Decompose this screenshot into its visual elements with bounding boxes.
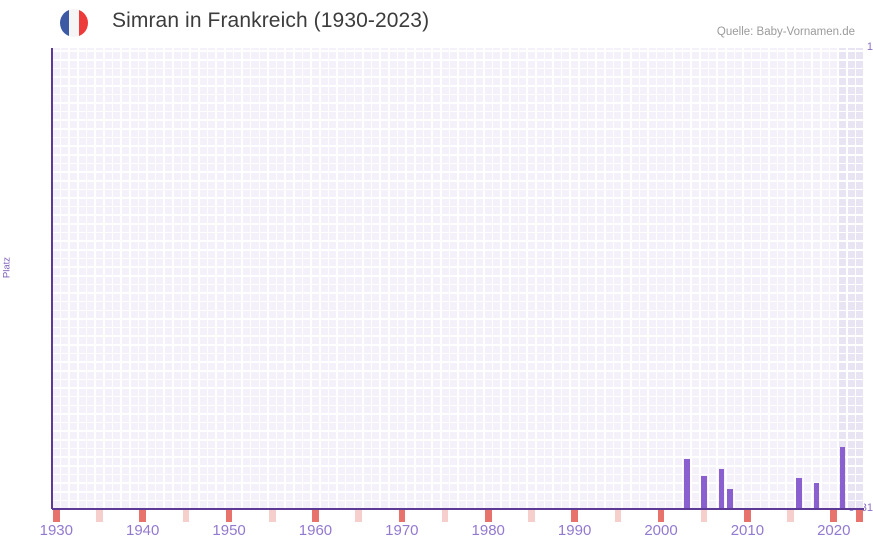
x-axis-tickmark-minor	[268, 510, 276, 522]
plot-area	[52, 48, 864, 509]
x-axis-tick-label: 1950	[212, 522, 246, 539]
x-axis-tickmark-major	[398, 510, 406, 522]
x-axis-line	[52, 508, 864, 510]
x-axis-tickmark-minor	[182, 510, 190, 522]
bar	[813, 483, 820, 509]
x-axis-tick-label: 1960	[298, 522, 333, 539]
x-axis-tickmark-major	[657, 510, 665, 522]
page-title: Simran in Frankreich (1930-2023)	[112, 9, 430, 32]
x-axis-tickmark-minor	[96, 510, 103, 522]
forecast-shade-region	[838, 48, 864, 509]
x-axis-tickmark-major	[53, 510, 60, 522]
x-axis-tickmark-major	[571, 510, 578, 522]
bar	[684, 459, 690, 509]
x-axis-tickmark-major	[856, 510, 863, 522]
x-axis-tick-label: 1970	[385, 522, 419, 539]
x-axis-tick-label: 1990	[557, 522, 592, 539]
x-axis-tick-label: 2010	[730, 522, 765, 539]
x-axis-tickmark-major	[744, 510, 751, 522]
chart-header: Simran in Frankreich (1930-2023) Quelle:…	[0, 0, 873, 46]
x-axis-tickmark-major	[225, 510, 233, 522]
x-axis-tick-label: 2020	[817, 522, 851, 539]
x-axis-tickmark-minor	[614, 510, 622, 522]
y-axis-title-label: Platz	[1, 256, 13, 279]
bar	[718, 468, 725, 509]
x-axis-tickmark-minor	[441, 510, 449, 522]
bar	[727, 488, 733, 509]
x-axis-tick-label: 1940	[126, 522, 160, 539]
x-axis-tickmark-major	[830, 510, 838, 522]
x-axis-tickmark-major	[484, 510, 492, 522]
y-axis-line	[51, 48, 53, 509]
bar	[839, 446, 846, 509]
horizontal-gridlines	[52, 48, 864, 509]
x-axis-tick-label: 1980	[471, 522, 505, 539]
y-axis-title: Platz	[0, 0, 14, 552]
x-axis-tickmark-minor	[787, 510, 794, 522]
x-axis-tickmark-major	[312, 510, 319, 522]
x-axis-tickmark-minor	[528, 510, 535, 522]
x-axis-tickmark-major	[139, 510, 146, 522]
france-flag-icon	[60, 9, 88, 37]
bar	[796, 478, 803, 509]
x-axis-tickmark-minor	[700, 510, 708, 522]
x-axis-tick-label: 2000	[644, 522, 678, 539]
bar	[701, 475, 708, 509]
y-axis-tick-top: 1	[866, 41, 873, 53]
x-axis-tickmark-minor	[355, 510, 362, 522]
source-attribution: Quelle: Baby-Vornamen.de	[716, 26, 855, 38]
x-axis-tick-label: 1930	[39, 522, 73, 539]
